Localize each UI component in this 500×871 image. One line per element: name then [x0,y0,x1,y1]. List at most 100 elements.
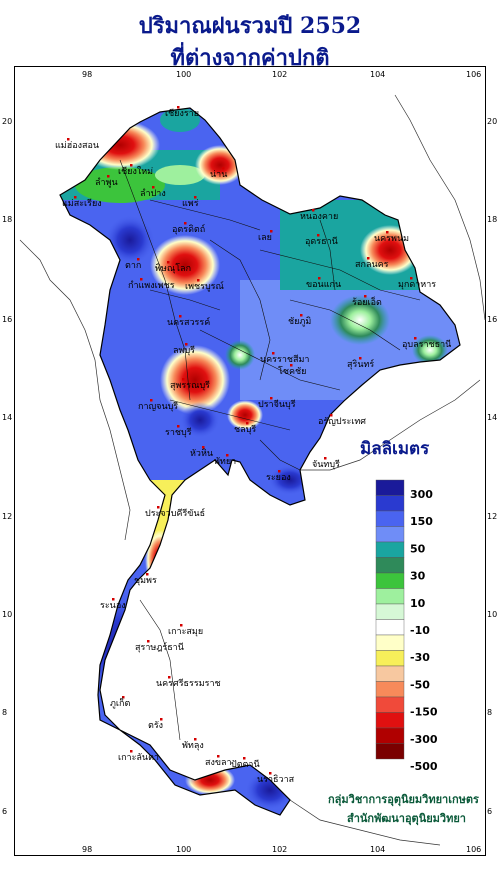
legend-label: -300 [410,733,438,746]
city-label: นราธิวาส [257,774,295,785]
station-marker [290,364,293,367]
lon-ticks-bottom: 98 100 102 104 106 [82,845,481,854]
legend-label: -500 [410,760,438,773]
legend-swatch [375,603,405,620]
city-label: พัทลุง [182,741,204,751]
legend-swatch [375,743,405,760]
city-label: เชียงใหม่ [118,166,153,177]
tick-8-right: 8 [487,708,492,717]
city-label: ลำปาง [140,188,166,199]
city-label: เลย [258,233,272,243]
station-marker [74,196,77,199]
station-marker [197,279,200,282]
legend-swatch [375,634,405,651]
station-marker [312,209,315,212]
city-label: สงขลา [205,758,232,768]
station-marker [278,470,281,473]
station-marker [324,457,327,460]
neighbor-borders [19,94,486,846]
legend: 300 150 50 30 10 -10 -30 -50 -150 -300 -500 [375,479,438,773]
map-frame [14,66,486,856]
tick-10-right: 10 [487,610,497,619]
city-label: ชลบุรี [234,424,256,435]
city-label: ภูเก็ต [110,696,130,709]
city-label: ขอนแก่น [306,280,341,290]
city-label: นครสวรรค์ [167,316,210,328]
station-marker [194,196,197,199]
city-label: สุรินทร์ [347,358,374,370]
credit-line-2: สำนักพัฒนาอุตุนิยมวิทยา [347,812,466,826]
legend-swatch [375,479,405,496]
station-marker [67,138,70,141]
station-marker [226,454,229,457]
city-label: มุกดาหาร [398,280,436,290]
tick-102-top: 102 [272,70,287,79]
lon-ticks-top: 98 100 102 104 106 [82,70,481,79]
city-label: ตรัง [148,721,163,731]
station-marker [167,261,170,264]
station-marker [246,422,249,425]
tick-104-top: 104 [370,70,385,79]
legend-swatch [375,557,405,574]
tick-12-right: 12 [487,512,497,521]
credit-line-1: กลุ่มวิชาการอุตุนิยมวิทยาเกษตร [328,793,479,807]
station-marker [177,425,180,428]
legend-label: 10 [410,597,426,610]
legend-swatch [375,619,405,636]
station-marker [222,167,225,170]
tick-14-left: 14 [2,413,12,422]
city-label: ชัยภูมิ [288,316,311,327]
legend-swatch [375,665,405,682]
city-label: เพชรบูรณ์ [185,280,224,292]
city-label: ประจวบคีรีขันธ์ [145,507,205,519]
station-marker [179,315,182,318]
tick-20-left: 20 [2,117,12,126]
station-marker [317,234,320,237]
station-marker [137,258,140,261]
tick-14-right: 14 [487,413,497,422]
city-label: อรัญประเทศ [318,417,366,427]
tick-106-top: 106 [466,70,481,79]
tick-18-right: 18 [487,215,497,224]
station-marker [386,231,389,234]
station-marker [122,696,125,699]
legend-label: -10 [410,624,430,637]
city-label: น่าน [210,170,227,180]
city-label: หนองคาย [300,212,338,222]
city-label: นครศรีธรรมราช [156,678,221,689]
station-marker [130,750,133,753]
tick-6-left: 6 [2,807,7,816]
city-label: แม่สะเรียง [62,198,102,209]
legend-label: 30 [410,570,426,583]
tick-12-left: 12 [2,512,12,521]
tick-100-bottom: 100 [176,845,191,854]
tick-98-top: 98 [82,70,92,79]
city-label: นครพนม [374,234,409,244]
city-label: โชคชัย [278,366,306,377]
city-label: สุราษฎร์ธานี [135,641,184,653]
tick-16-left: 16 [2,315,12,324]
city-label: อุตรดิตถ์ [172,223,205,235]
city-label: ระยอง [266,473,291,483]
city-label: แม่ฮ่องสอน [55,141,99,151]
city-label: พิษณุโลก [155,263,191,274]
station-marker [184,222,187,225]
legend-label: 50 [410,542,426,555]
station-marker [269,772,272,775]
tick-16-right: 16 [487,315,497,324]
legend-swatch [375,541,405,558]
city-label: อุดรธานี [305,236,338,247]
legend-swatch [375,572,405,589]
station-marker [130,164,133,167]
lat-ticks-right: 20 18 16 14 12 10 8 6 [487,117,497,816]
city-label: จันทบุรี [312,459,340,470]
tick-18-left: 18 [2,215,12,224]
city-label: นครราชสีมา [260,354,309,365]
legend-label: 150 [410,515,433,528]
city-label: หัวหิน [190,448,213,459]
legend-swatch [375,712,405,729]
tick-98-bottom: 98 [82,845,92,854]
tick-106-bottom: 106 [466,845,481,854]
tick-10-left: 10 [2,610,12,619]
